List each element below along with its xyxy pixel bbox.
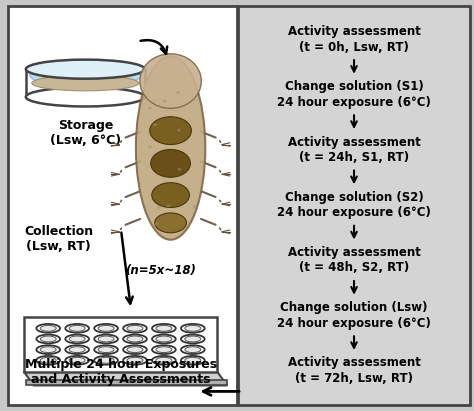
Polygon shape xyxy=(24,372,227,386)
Ellipse shape xyxy=(152,183,190,208)
Ellipse shape xyxy=(36,356,60,365)
Ellipse shape xyxy=(152,335,176,343)
Ellipse shape xyxy=(136,56,205,240)
Ellipse shape xyxy=(158,166,162,169)
Ellipse shape xyxy=(127,336,143,342)
Ellipse shape xyxy=(40,336,56,342)
Text: Change solution (S1)
24 hour exposure (6°C): Change solution (S1) 24 hour exposure (6… xyxy=(277,80,431,109)
Ellipse shape xyxy=(65,345,89,354)
Ellipse shape xyxy=(181,335,205,343)
Ellipse shape xyxy=(40,326,56,331)
Text: Activity assessment
(t = 24h, S1, RT): Activity assessment (t = 24h, S1, RT) xyxy=(288,136,420,164)
Ellipse shape xyxy=(191,101,194,104)
Ellipse shape xyxy=(185,336,201,342)
Ellipse shape xyxy=(123,335,147,343)
Text: Activity assessment
(t = 48h, S2, RT): Activity assessment (t = 48h, S2, RT) xyxy=(288,246,420,275)
Ellipse shape xyxy=(160,220,164,223)
Text: Collection
(Lsw, RT): Collection (Lsw, RT) xyxy=(24,225,93,253)
Ellipse shape xyxy=(127,358,143,363)
Ellipse shape xyxy=(65,356,89,365)
Bar xyxy=(8,6,237,405)
Ellipse shape xyxy=(26,88,145,106)
Ellipse shape xyxy=(94,345,118,354)
Ellipse shape xyxy=(32,75,139,91)
Ellipse shape xyxy=(98,326,114,331)
Ellipse shape xyxy=(98,347,114,353)
Ellipse shape xyxy=(123,345,147,354)
Ellipse shape xyxy=(156,336,172,342)
Bar xyxy=(26,69,145,97)
Text: Change solution (Lsw)
24 hour exposure (6°C): Change solution (Lsw) 24 hour exposure (… xyxy=(277,301,431,330)
Text: Activity assessment
(t = 0h, Lsw, RT): Activity assessment (t = 0h, Lsw, RT) xyxy=(288,25,420,53)
Ellipse shape xyxy=(152,356,176,365)
Text: Activity assessment
(t = 72h, Lsw, RT): Activity assessment (t = 72h, Lsw, RT) xyxy=(288,356,420,385)
Ellipse shape xyxy=(152,324,176,332)
Ellipse shape xyxy=(94,335,118,343)
Ellipse shape xyxy=(152,345,176,354)
Text: Multiple 24 hour Exposures
and Activity Assessments: Multiple 24 hour Exposures and Activity … xyxy=(25,358,217,386)
Ellipse shape xyxy=(123,356,147,365)
Ellipse shape xyxy=(148,170,153,173)
Ellipse shape xyxy=(98,336,114,342)
Ellipse shape xyxy=(69,336,85,342)
Ellipse shape xyxy=(181,345,205,354)
Ellipse shape xyxy=(30,63,141,87)
Ellipse shape xyxy=(40,358,56,363)
Ellipse shape xyxy=(36,345,60,354)
Ellipse shape xyxy=(185,347,201,353)
Ellipse shape xyxy=(94,324,118,332)
Ellipse shape xyxy=(156,347,172,353)
Ellipse shape xyxy=(36,335,60,343)
Ellipse shape xyxy=(65,335,89,343)
Ellipse shape xyxy=(185,358,201,363)
Ellipse shape xyxy=(150,117,191,145)
Text: Change solution (S2)
24 hour exposure (6°C): Change solution (S2) 24 hour exposure (6… xyxy=(277,191,431,219)
Ellipse shape xyxy=(26,60,145,79)
Ellipse shape xyxy=(127,326,143,331)
Ellipse shape xyxy=(69,326,85,331)
Text: Storage
(Lsw, 6°C): Storage (Lsw, 6°C) xyxy=(50,119,121,147)
Ellipse shape xyxy=(159,140,163,143)
Ellipse shape xyxy=(123,324,147,332)
Ellipse shape xyxy=(181,324,205,332)
Ellipse shape xyxy=(174,155,178,158)
Ellipse shape xyxy=(156,326,172,331)
Ellipse shape xyxy=(36,324,60,332)
Ellipse shape xyxy=(149,128,153,131)
Ellipse shape xyxy=(184,228,188,231)
Ellipse shape xyxy=(127,347,143,353)
Ellipse shape xyxy=(69,358,85,363)
Ellipse shape xyxy=(181,356,205,365)
Bar xyxy=(26,379,227,386)
Text: (n=5x~18): (n=5x~18) xyxy=(125,265,196,277)
Ellipse shape xyxy=(147,129,151,132)
Ellipse shape xyxy=(98,358,114,363)
Bar xyxy=(24,317,217,372)
Ellipse shape xyxy=(155,213,186,233)
Ellipse shape xyxy=(156,113,160,116)
Ellipse shape xyxy=(65,324,89,332)
Ellipse shape xyxy=(151,150,191,177)
Ellipse shape xyxy=(40,347,56,353)
Ellipse shape xyxy=(156,358,172,363)
Ellipse shape xyxy=(185,326,201,331)
Ellipse shape xyxy=(140,54,201,109)
Ellipse shape xyxy=(69,347,85,353)
Ellipse shape xyxy=(184,190,188,193)
Ellipse shape xyxy=(162,202,165,206)
Bar xyxy=(238,6,470,405)
Ellipse shape xyxy=(94,356,118,365)
